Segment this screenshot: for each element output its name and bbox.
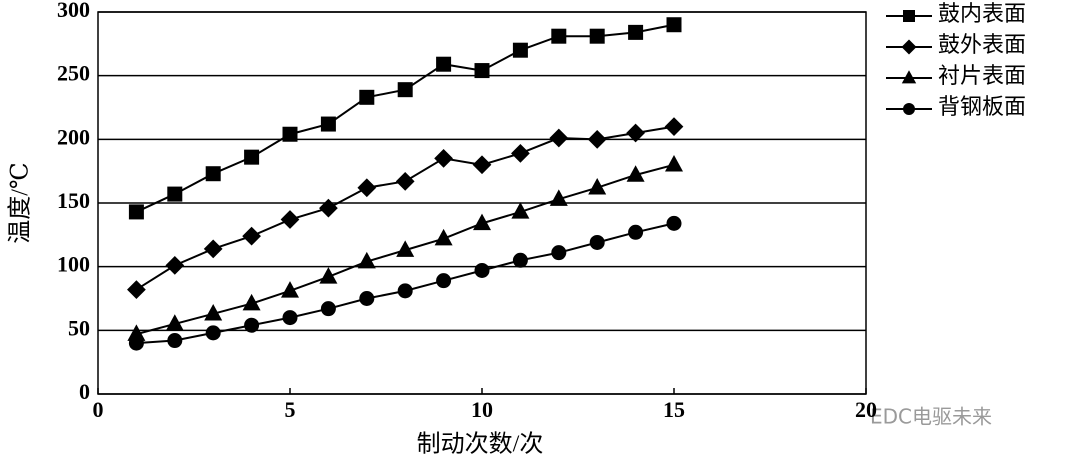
- marker: [436, 56, 452, 72]
- marker: [474, 262, 490, 278]
- series-line: [135, 125, 675, 291]
- marker: [128, 204, 144, 220]
- legend-label: 鼓外表面: [938, 32, 1026, 57]
- marker: [167, 333, 183, 349]
- marker: [901, 39, 917, 55]
- marker: [282, 310, 298, 326]
- x-tick-label: 15: [663, 397, 685, 422]
- marker: [666, 17, 682, 33]
- marker: [589, 28, 605, 44]
- marker: [549, 189, 568, 206]
- marker: [357, 251, 376, 269]
- marker: [664, 117, 684, 136]
- marker: [551, 28, 567, 44]
- marker: [551, 245, 567, 261]
- marker: [434, 228, 453, 246]
- y-tick-label: 250: [57, 61, 90, 86]
- legend-label: 衬片表面: [938, 63, 1026, 88]
- legend-label: 鼓内表面: [938, 1, 1026, 26]
- marker: [901, 70, 917, 84]
- marker: [589, 234, 605, 250]
- plot-frame: [97, 11, 867, 395]
- x-tick-label: 20: [855, 397, 877, 422]
- marker: [472, 155, 492, 175]
- watermark: EDC电驱未来: [870, 405, 992, 429]
- marker: [128, 335, 144, 351]
- y-tick-label: 200: [57, 124, 90, 149]
- marker: [281, 281, 299, 298]
- marker: [165, 314, 184, 331]
- marker: [587, 129, 607, 149]
- marker: [242, 293, 261, 311]
- marker: [397, 283, 413, 299]
- marker: [319, 198, 338, 218]
- marker: [165, 256, 185, 275]
- y-tick-label: 150: [57, 188, 90, 213]
- marker: [903, 103, 915, 115]
- legend-label: 背钢板面: [938, 94, 1026, 119]
- x-tick-label: 10: [471, 397, 493, 422]
- y-tick-label: 300: [57, 0, 90, 22]
- marker: [205, 166, 221, 182]
- marker: [396, 240, 415, 257]
- marker: [244, 149, 260, 165]
- marker: [244, 317, 260, 333]
- marker: [204, 304, 223, 321]
- marker: [395, 171, 415, 191]
- x-tick-label: 0: [93, 397, 104, 422]
- marker: [127, 280, 146, 299]
- marker: [511, 202, 530, 219]
- marker: [511, 143, 530, 163]
- marker: [588, 177, 607, 195]
- marker: [903, 10, 915, 22]
- marker: [474, 63, 490, 79]
- marker: [626, 165, 645, 182]
- marker: [359, 89, 375, 105]
- marker: [280, 210, 300, 229]
- marker: [357, 178, 377, 198]
- marker: [512, 252, 528, 268]
- marker: [282, 126, 298, 142]
- y-tick-label: 100: [57, 252, 90, 277]
- marker: [473, 213, 491, 231]
- marker: [397, 82, 413, 98]
- marker: [628, 24, 644, 40]
- marker: [665, 155, 683, 172]
- marker: [628, 224, 644, 240]
- marker: [434, 149, 453, 168]
- marker: [320, 301, 336, 317]
- marker: [127, 324, 146, 341]
- marker: [436, 273, 452, 289]
- x-tick-label: 5: [285, 397, 296, 422]
- marker: [320, 116, 336, 132]
- y-tick-label: 0: [79, 379, 90, 404]
- y-tick-label: 50: [68, 315, 90, 340]
- marker: [167, 186, 183, 202]
- marker: [205, 325, 221, 341]
- marker: [626, 123, 645, 143]
- x-axis-label: 制动次数/次: [417, 431, 544, 458]
- y-axis-label: 温度/℃: [7, 162, 34, 244]
- marker: [242, 226, 261, 246]
- marker: [512, 42, 528, 58]
- marker: [549, 128, 569, 148]
- marker: [359, 291, 375, 306]
- marker: [666, 215, 682, 231]
- marker: [319, 267, 338, 284]
- marker: [203, 239, 223, 259]
